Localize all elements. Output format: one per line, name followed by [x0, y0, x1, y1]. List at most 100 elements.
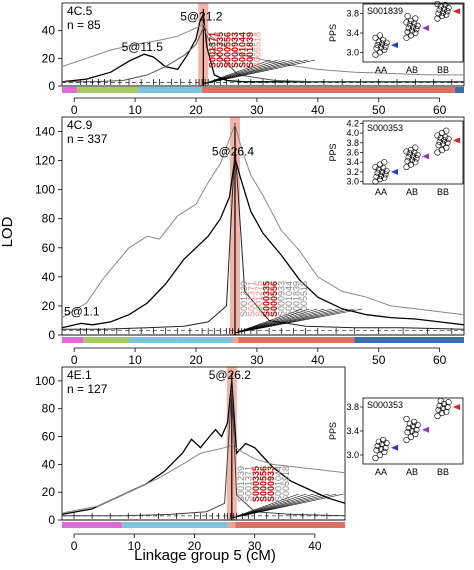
inset-point — [405, 25, 412, 32]
inset-point — [441, 5, 448, 12]
x-tick-label: 0 — [71, 103, 78, 117]
x-tick-label: 30 — [248, 539, 262, 553]
inset-point — [376, 176, 384, 183]
marker-name-label: S001371 — [246, 281, 256, 317]
figure-ylabel: LOD — [0, 216, 16, 247]
marker-name-label: S005518 — [281, 466, 291, 502]
x-tick-label: 50 — [372, 353, 386, 367]
x-tick-label: 20 — [188, 539, 202, 553]
panel-label: 4C.5 — [67, 4, 93, 18]
marker-name-label: S001839 — [245, 32, 255, 68]
x-tick-label: 60 — [433, 353, 447, 367]
lod-series-1 — [61, 157, 465, 329]
chart-panel-1: 0 20 40 S001371S000335S000556S000933S001044… — [42, 0, 465, 117]
y-tick-label: 0 — [48, 513, 55, 527]
genome-bar-segment — [232, 337, 239, 343]
inset-point — [439, 405, 447, 412]
inset-marker-label: S001839 — [367, 6, 403, 16]
x-tick-label: 40 — [308, 539, 322, 553]
x-tick-label: 0 — [71, 539, 78, 553]
inset-point — [443, 144, 450, 151]
inset-point — [412, 159, 419, 166]
marker-connector — [203, 59, 278, 85]
inset-point — [407, 433, 415, 441]
genome-bar-segment — [122, 522, 228, 528]
x-tick-label: 10 — [128, 103, 142, 117]
inset-point — [435, 406, 442, 414]
inset-point — [380, 164, 387, 172]
lod-series-2 — [61, 122, 465, 319]
inset-point — [412, 15, 419, 22]
genome-bar-segment — [62, 337, 84, 343]
inset-point — [379, 40, 386, 47]
inset-point — [445, 399, 452, 406]
inset-y-tick-label: 3.0 — [346, 47, 359, 57]
x-tick-label: 0 — [71, 353, 78, 367]
marker-name-label: S005518 — [252, 32, 262, 68]
marker-connector — [203, 59, 316, 85]
inset-point — [375, 166, 382, 173]
genome-bar-segment — [77, 87, 139, 93]
y-tick-label: 40 — [42, 457, 56, 471]
y-tick-label: 60 — [42, 241, 56, 255]
marker-name-label: S000335 — [251, 466, 261, 502]
inset-point — [411, 149, 418, 156]
inset-point — [372, 454, 379, 462]
inset-y-tick-label: 3.8 — [346, 9, 359, 19]
inset-mean-marker — [391, 444, 398, 451]
inset-point — [413, 155, 420, 162]
inset-point — [445, 135, 452, 143]
inset-point — [404, 158, 411, 165]
inset-point — [403, 148, 410, 155]
inset-point — [434, 0, 441, 8]
x-tick-label: 20 — [189, 353, 203, 367]
x-tick-label: 60 — [433, 103, 447, 117]
y-tick-label: 100 — [35, 183, 55, 197]
inset-point — [374, 41, 381, 49]
inset-group-label: BB — [437, 65, 449, 75]
inset-point — [434, 412, 441, 420]
marker-name-label: S001044 — [273, 466, 283, 502]
panel-label: 4C.9 — [67, 118, 93, 132]
inset-group-label: AA — [375, 187, 387, 197]
inset-point — [442, 133, 449, 141]
inset-point — [443, 408, 450, 415]
inset-point — [376, 451, 384, 459]
inset-point — [374, 442, 381, 450]
inset-point — [403, 415, 410, 423]
inset-point — [379, 168, 386, 175]
marker-name-label: S000556 — [258, 466, 268, 502]
peak-label: 5@26.4 — [212, 145, 255, 159]
x-tick-label: 10 — [128, 353, 142, 367]
inset-genotype-plot: 3.0 3.4 3.8 PPS S001839 AA AB BB — [328, 0, 464, 75]
marker-connector — [231, 493, 344, 519]
inset-point — [408, 27, 416, 34]
inset-point — [406, 420, 413, 427]
lod-series-3 — [62, 146, 465, 330]
inset-ylabel: PPS — [328, 143, 338, 161]
marker-name-label: S001275 — [254, 281, 264, 317]
inset-point — [379, 441, 386, 448]
inset-point — [403, 19, 410, 26]
marker-name-label: S000933 — [276, 281, 286, 317]
y-tick-label: 20 — [42, 51, 56, 65]
inset-point — [383, 39, 390, 46]
inset-group-label: AA — [375, 467, 387, 477]
y-tick-label: 0 — [48, 79, 55, 93]
y-tick-label: 40 — [42, 24, 56, 38]
genome-bar-segment — [235, 522, 345, 528]
inset-point — [406, 21, 413, 28]
marker-name-label: S001239 — [236, 466, 246, 502]
inset-point — [376, 32, 384, 39]
y-tick-label: 80 — [42, 402, 56, 416]
inset-point — [375, 438, 382, 445]
inset-point — [437, 3, 444, 10]
genome-bar-segment — [354, 337, 464, 343]
inset-point — [404, 12, 411, 20]
inset-point — [373, 173, 380, 180]
peak-label: 5@26.2 — [209, 368, 252, 382]
inset-marker-label: S000353 — [367, 400, 403, 410]
lod-series-2 — [61, 444, 346, 514]
marker-connector — [234, 308, 363, 334]
